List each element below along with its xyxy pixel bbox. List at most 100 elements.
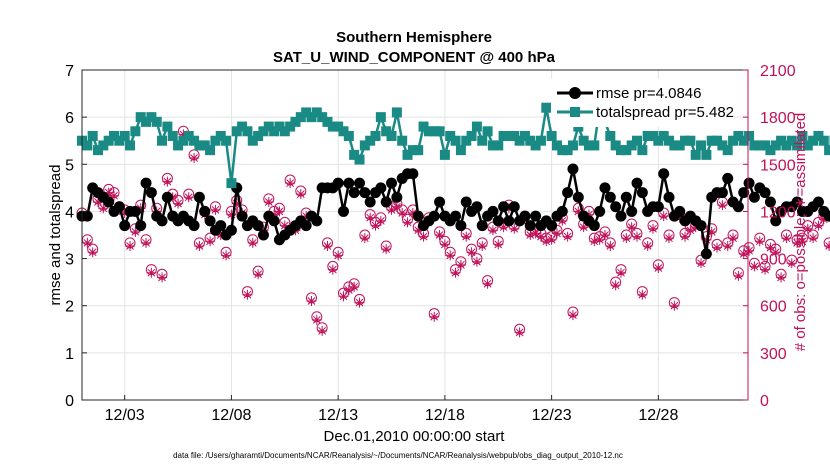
rmse-point <box>695 220 707 232</box>
totalspread-point <box>685 135 696 146</box>
obs-assimilated-point <box>178 129 189 140</box>
rmse-point <box>140 177 152 189</box>
y-tick-label-right: 1500 <box>760 157 796 174</box>
rmse-point <box>572 191 584 203</box>
obs-assimilated-point <box>535 231 546 242</box>
obs-assimilated-point <box>317 325 328 336</box>
obs-assimilated-point <box>621 233 632 244</box>
obs-assimilated-point <box>541 236 552 247</box>
rmse-point <box>268 215 280 227</box>
totalspread-point <box>519 131 530 141</box>
x-tick-label: 12/23 <box>532 407 572 424</box>
obs-assimilated-point <box>642 241 653 251</box>
totalspread-point <box>583 140 594 151</box>
totalspread-point <box>365 135 376 146</box>
totalspread-point <box>557 145 568 156</box>
totalspread-point <box>482 126 493 137</box>
rmse-point <box>428 210 440 222</box>
totalspread-point <box>333 121 344 132</box>
totalspread-point <box>381 126 392 137</box>
rmse-point <box>300 220 312 232</box>
obs-assimilated-point <box>194 241 205 251</box>
totalspread-point <box>157 135 168 146</box>
totalspread-point <box>258 126 269 137</box>
totalspread-point <box>215 131 226 141</box>
rmse-point <box>498 201 510 213</box>
obs-assimilated-point <box>685 225 696 236</box>
totalspread-point <box>231 126 242 137</box>
totalspread-point <box>311 107 322 118</box>
rmse-point <box>135 220 147 232</box>
obs-assimilated-point <box>583 209 594 220</box>
x-tick-label: 12/03 <box>105 407 145 424</box>
obs-assimilated-point <box>434 230 445 240</box>
obs-assimilated-point <box>546 234 557 245</box>
rmse-point <box>764 196 776 208</box>
totalspread-point <box>407 145 418 156</box>
totalspread-point <box>402 149 413 160</box>
totalspread-point <box>199 140 210 151</box>
totalspread-point <box>754 140 765 151</box>
totalspread-point <box>359 140 370 151</box>
rmse-point <box>145 187 157 199</box>
obs-assimilated-point <box>210 204 221 215</box>
totalspread-point <box>274 121 285 132</box>
rmse-point <box>407 168 419 180</box>
totalspread-point <box>397 135 408 146</box>
y-tick-label-left: 7 <box>65 63 74 80</box>
obs-assimilated-point <box>349 281 360 292</box>
totalspread-point <box>93 145 104 156</box>
obs-assimilated-point <box>386 204 397 215</box>
totalspread-point <box>434 126 445 137</box>
obs-assimilated-point <box>119 208 130 218</box>
totalspread-point <box>546 131 557 141</box>
obs-assimilated-point <box>626 222 637 233</box>
totalspread-point <box>770 140 781 151</box>
obs-assimilated-point <box>375 215 386 226</box>
obs-assimilated-point <box>263 197 274 207</box>
obs-assimilated-point <box>749 261 760 272</box>
obs-assimilated-point <box>632 231 642 242</box>
obs-assimilated-point <box>712 242 723 253</box>
rmse-point <box>161 191 173 203</box>
totalspread-point <box>701 149 712 160</box>
obs-assimilated-point <box>402 217 413 228</box>
obs-assimilated-point <box>445 250 456 261</box>
obs-assimilated-point <box>157 272 168 283</box>
obs-assimilated-point <box>162 176 173 187</box>
rmse-point <box>391 191 403 203</box>
rmse-point <box>812 196 824 208</box>
obs-assimilated-point <box>509 223 520 234</box>
rmse-point <box>343 177 355 189</box>
rmse-point <box>455 220 467 232</box>
rmse-point <box>193 191 205 203</box>
obs-assimilated-point <box>589 236 600 247</box>
rmse-point <box>674 205 686 217</box>
obs-assimilated-point <box>450 267 461 278</box>
rmse-point <box>658 168 670 180</box>
y-tick-label-left: 6 <box>65 110 74 127</box>
totalspread-point <box>162 121 173 132</box>
totalspread-point <box>295 112 306 123</box>
totalspread-point <box>109 131 120 141</box>
rmse-point <box>103 196 115 208</box>
totalspread-point <box>589 140 600 151</box>
y-tick-label-right: 1800 <box>760 110 796 127</box>
obs-assimilated-point <box>82 237 93 248</box>
totalspread-point <box>247 135 258 146</box>
rmse-point <box>722 172 734 184</box>
totalspread-point <box>146 112 157 123</box>
obs-assimilated-point <box>573 206 584 217</box>
rmse-point <box>748 191 760 203</box>
obs-assimilated-point <box>664 233 675 244</box>
totalspread-point <box>221 135 232 146</box>
obs-assimilated-point <box>322 241 333 251</box>
obs-assimilated-point <box>231 198 242 209</box>
totalspread-point <box>615 145 626 156</box>
rmse-point <box>359 187 371 199</box>
obs-assimilated-point <box>418 231 429 242</box>
totalspread-point <box>194 140 205 151</box>
obs-assimilated-point <box>429 311 440 322</box>
totalspread-point <box>466 131 477 141</box>
